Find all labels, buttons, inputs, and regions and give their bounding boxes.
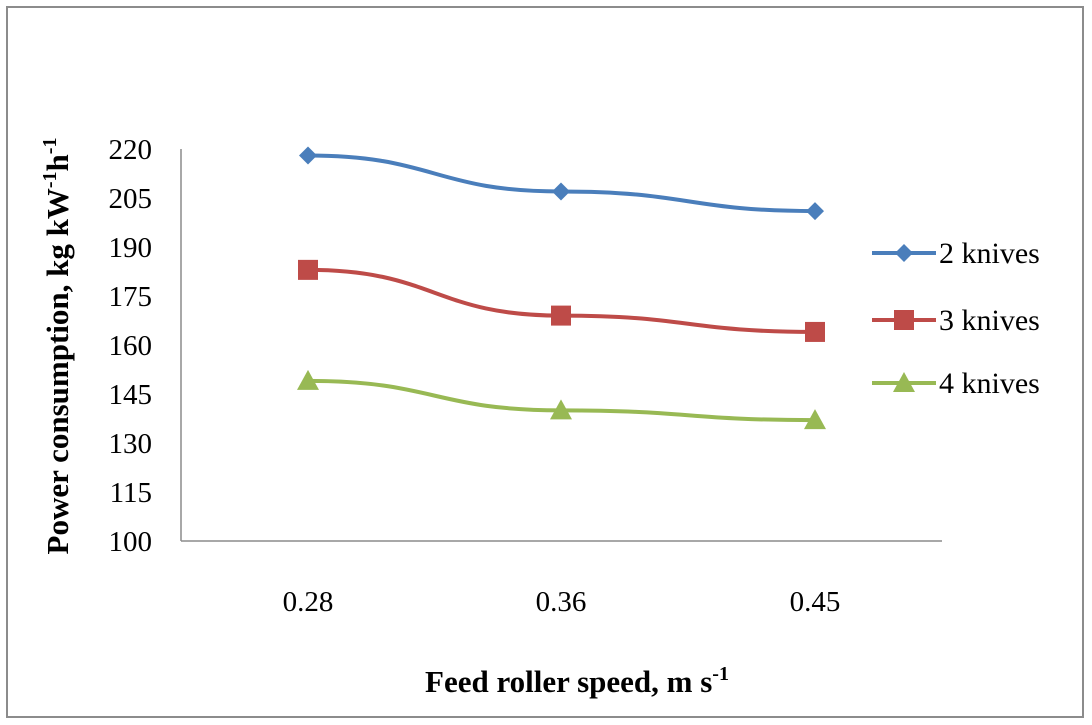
y-axis-title-main: Power consumption, kg kW <box>40 188 75 554</box>
x-axis-title-main: Feed roller speed, m s <box>425 664 712 699</box>
y-axis-title-h: h <box>40 154 75 171</box>
x-tick-label: 0.28 <box>283 586 334 618</box>
y-axis-title-superscript-1: -1 <box>39 171 61 188</box>
data-point-marker <box>551 305 571 326</box>
x-axis-title-superscript: -1 <box>712 663 729 685</box>
x-tick-label: 0.45 <box>790 586 841 618</box>
y-tick-label: 175 <box>109 281 153 313</box>
y-tick-label: 220 <box>109 134 153 166</box>
legend-item: 3 knives <box>872 304 1040 337</box>
legend-label: 2 knives <box>939 237 1040 270</box>
data-point-marker <box>552 182 570 201</box>
y-axis-title-superscript-2: -1 <box>39 138 61 155</box>
series-layer <box>297 146 826 430</box>
y-tick-label: 205 <box>109 183 153 215</box>
legend-label: 3 knives <box>939 304 1040 337</box>
y-tick-label: 115 <box>110 477 152 509</box>
legend-marker <box>895 244 913 262</box>
series-4-knives <box>297 369 826 430</box>
legend: 2 knives 3 knives 4 knives <box>872 237 1040 400</box>
series-3-knives <box>298 259 825 342</box>
y-tick-label: 145 <box>109 379 153 411</box>
chart-frame <box>6 6 1084 718</box>
y-tick-labels: 100 115 130 145 160 175 190 205 220 <box>109 134 153 558</box>
legend-item: 2 knives <box>872 237 1040 270</box>
y-tick-label: 130 <box>109 428 153 460</box>
x-axis-title: Feed roller speed, m s-1 <box>425 663 729 699</box>
y-tick-label: 190 <box>109 232 153 264</box>
legend-marker <box>894 310 914 330</box>
data-point-marker <box>298 259 318 280</box>
data-point-marker <box>297 369 319 390</box>
x-tick-labels: 0.28 0.36 0.45 <box>283 586 841 618</box>
x-tick-label: 0.36 <box>536 586 587 618</box>
data-point-marker <box>804 409 826 430</box>
series-2-knives <box>299 146 824 221</box>
data-point-marker <box>550 399 572 420</box>
y-axis-title: Power consumption, kg kW-1h-1 <box>39 138 75 555</box>
data-point-marker <box>806 202 824 221</box>
y-tick-label: 100 <box>109 526 153 558</box>
data-point-marker <box>805 321 825 342</box>
data-point-marker <box>299 146 317 165</box>
legend-item: 4 knives <box>872 367 1040 400</box>
legend-label: 4 knives <box>939 367 1040 400</box>
legend-marker <box>893 372 915 392</box>
y-tick-label: 160 <box>109 330 153 362</box>
